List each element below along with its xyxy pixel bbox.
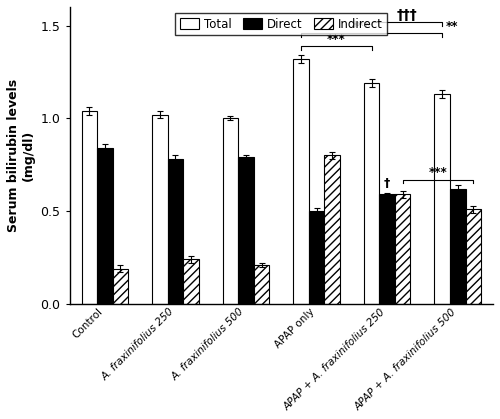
Bar <box>97 148 112 304</box>
Text: ***: *** <box>352 20 370 33</box>
Bar <box>238 157 254 304</box>
Bar <box>112 269 128 304</box>
Bar <box>466 209 481 304</box>
Bar <box>434 94 450 304</box>
Legend: Total, Direct, Indirect: Total, Direct, Indirect <box>175 13 388 35</box>
Text: **: ** <box>446 20 458 33</box>
Bar <box>324 155 340 304</box>
Bar <box>309 211 324 304</box>
Bar <box>254 265 270 304</box>
Bar <box>222 118 238 304</box>
Bar <box>395 194 410 304</box>
Bar <box>152 115 168 304</box>
Bar <box>380 194 395 304</box>
Bar <box>450 189 466 304</box>
Text: †: † <box>384 177 390 190</box>
Bar <box>82 111 97 304</box>
Y-axis label: Serum bilirubin levels
(mg/dl): Serum bilirubin levels (mg/dl) <box>7 79 35 232</box>
Text: ***: *** <box>428 166 448 179</box>
Bar <box>364 83 380 304</box>
Bar <box>183 259 198 304</box>
Text: ***: *** <box>327 33 345 46</box>
Text: †††: ††† <box>396 8 417 22</box>
Bar <box>168 159 183 304</box>
Bar <box>294 59 309 304</box>
